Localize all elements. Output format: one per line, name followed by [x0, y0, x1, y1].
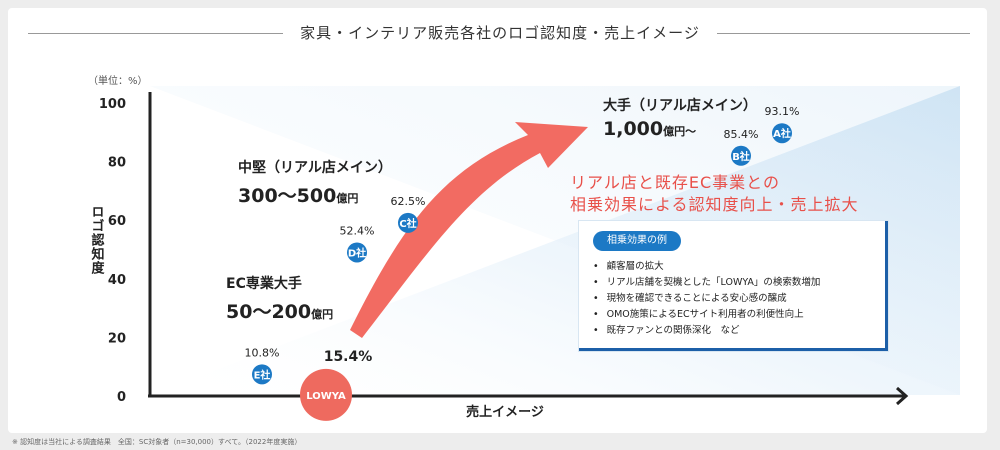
y-tick-label: 100 [99, 97, 126, 112]
x-axis-arrowhead [896, 386, 909, 406]
footnote: ※ 認知度は当社による調査結果 全国：SC対象者（n=30,000）すべて。（2… [12, 438, 302, 446]
x-axis-label: 売上イメージ [466, 404, 544, 420]
point-label: E社 [254, 368, 271, 381]
point-marker [347, 242, 367, 263]
point-label: A社 [773, 127, 791, 140]
synergy-callout: リアル店と既存EC事業との 相乗効果による認知度向上・売上拡大 [570, 172, 859, 216]
synergy-line-2: 相乗効果による認知度向上・売上拡大 [570, 195, 859, 214]
y-tick-label: 0 [117, 390, 126, 405]
segment-ec-name: EC専業大手 [226, 276, 302, 292]
examples-item: 既存ファンとの関係深化 など [593, 323, 820, 339]
y-axis-label: ロゴ認知度 [89, 205, 105, 275]
point-label: D社 [348, 246, 366, 259]
point-value-label: 93.1% [765, 105, 800, 118]
segment-mid-range: 300〜500 [238, 185, 337, 207]
segment-large-name: 大手（リアル店メイン） [603, 98, 757, 114]
synergy-line-1: リアル店と既存EC事業との [570, 173, 780, 192]
segment-ec: EC専業大手 50〜200億円 [226, 273, 333, 324]
point-marker [252, 364, 272, 385]
segment-ec-range: 50〜200 [226, 301, 312, 323]
point-label: LOWYA [306, 391, 346, 402]
segment-mid-unit: 億円 [336, 192, 359, 205]
point-marker [398, 212, 418, 233]
examples-item: 顧客層の拡大 [593, 259, 820, 275]
examples-item: 現物を確認できることによる安心感の醸成 [593, 291, 820, 307]
y-tick-label: 40 [108, 273, 126, 288]
point-marker [300, 368, 352, 421]
title-rule-left [28, 33, 283, 34]
segment-large-unit: 億円〜 [663, 125, 697, 138]
point-marker [772, 123, 792, 144]
examples-item: リアル店舗を契機とした「LOWYA」の検索数増加 [593, 275, 821, 291]
point-value-label: 85.4% [724, 128, 759, 141]
point-value-label: 10.8% [245, 346, 280, 359]
chart-title: 家具・インテリア販売各社のロゴ認知度・売上イメージ [286, 24, 714, 42]
examples-header: 相乗効果の例 [593, 231, 681, 251]
title-row: 家具・インテリア販売各社のロゴ認知度・売上イメージ [0, 0, 1000, 60]
segment-large: 大手（リアル店メイン） 1,000億円〜 [603, 95, 757, 140]
y-tick-label: 80 [108, 156, 126, 171]
title-rule-right [717, 33, 970, 34]
y-tick-label: 60 [108, 214, 126, 229]
point-value-label: 62.5% [391, 195, 426, 208]
point-label: C社 [399, 217, 416, 230]
synergy-examples-box: 相乗効果の例 顧客層の拡大 リアル店舗を契機とした「LOWYA」の検索数増加 現… [579, 221, 888, 351]
examples-item: OMO施策によるECサイト利用者の利便性向上 [593, 307, 820, 323]
unit-label: （単位：%） [88, 76, 148, 87]
segment-large-range: 1,000 [603, 118, 664, 140]
point-value-label: 15.4% [324, 349, 373, 365]
segment-mid: 中堅（リアル店メイン） 300〜500億円 [238, 157, 392, 208]
point-label: B社 [732, 150, 750, 163]
y-tick-label: 20 [108, 331, 126, 346]
growth-arrow [350, 122, 588, 338]
point-marker [731, 145, 751, 166]
segment-mid-name: 中堅（リアル店メイン） [238, 160, 392, 176]
point-value-label: 52.4% [340, 224, 375, 237]
examples-list: 顧客層の拡大 リアル店舗を契機とした「LOWYA」の検索数増加 現物を確認できる… [593, 259, 821, 339]
segment-ec-unit: 億円 [311, 308, 334, 321]
